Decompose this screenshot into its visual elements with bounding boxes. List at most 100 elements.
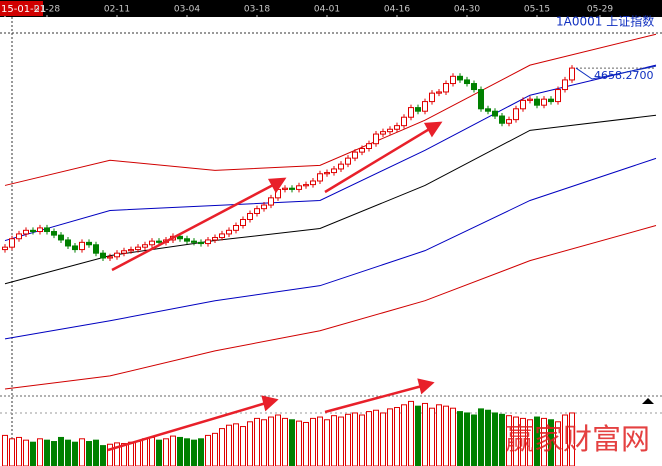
band-line [4,157,657,340]
candle-body [282,187,288,190]
volume-bar [527,419,533,466]
volume-bar [450,407,456,466]
volume-bar [296,420,302,466]
candle-body [30,229,36,233]
trend-arrows [107,121,443,452]
candle-body [16,233,22,240]
volume-bar [9,438,15,466]
volume-bar [499,413,505,466]
candle-body [436,91,442,94]
candle-body [464,79,470,85]
volume-bar [324,419,330,466]
candle-body [373,133,379,145]
candle-body [2,246,8,251]
volume-bar [72,441,78,466]
candle-body [233,225,239,231]
x-tick-label: 05-15 [524,5,550,15]
x-tick-label: 02-11 [104,5,130,15]
candle-body [114,252,120,258]
candle-body [9,238,15,248]
volume-bar [142,438,148,466]
volume-bar [44,439,50,466]
x-tick-label: 04-30 [454,5,480,15]
volume-bar [184,438,190,466]
chart-title: 1A0001 上证指数 [556,14,654,29]
candle-body [548,98,554,103]
volume-bar [317,416,323,466]
candle-body [240,218,246,227]
volume-bar [457,411,463,466]
volume-bar [58,436,64,466]
volume-bar [310,417,316,466]
candle-body [128,249,134,252]
candle-body [401,116,407,127]
volume-bar [548,419,554,466]
candle-body [37,227,43,233]
volume-bar [464,412,470,466]
volume-bar [2,434,8,466]
candle-body [387,128,393,133]
volume-bar [65,439,71,466]
volume-bar [114,442,120,466]
candle-body [359,148,365,153]
candle-body [296,185,302,190]
candle-body [219,233,225,239]
volume-bar [226,424,232,466]
volume-bar [492,412,498,466]
volume-bar [170,435,176,466]
volume-bar [107,443,113,466]
candle-body [310,180,316,186]
volume-bar [93,439,99,466]
volume-bar [443,405,449,466]
candle-body [184,238,190,242]
start-date-box [0,1,43,16]
x-tick-label: 04-01 [314,5,340,15]
volume-bar [331,415,337,466]
candle-body [303,184,309,187]
candle-body [142,244,148,248]
candle-body [443,83,449,93]
candle-body [268,197,274,206]
volume-bar [212,432,218,466]
x-tick-label: 04-16 [384,5,410,15]
volume-bar [429,407,435,466]
volume-bar [436,404,442,466]
candle-body [44,227,50,233]
volume-bar [394,407,400,466]
candle-body [177,235,183,240]
x-tick-label: 01-28 [34,5,60,15]
volume-bar [422,402,428,466]
last-value-label: 4658.2700 [594,69,654,82]
x-tick-label: 15-01-21 [1,4,46,15]
candle-body [478,89,484,110]
band-line [4,64,657,242]
volume-bar [51,441,57,466]
volume-bar [485,409,491,466]
candle-body [254,208,260,214]
candle-body [352,151,358,159]
candle-body [86,241,92,246]
band-line [4,225,657,390]
volume-bar [303,421,309,466]
band-line [4,33,657,186]
x-tick-label: 05-29 [587,5,613,15]
volume-bar [191,439,197,466]
volume-bar [254,417,260,466]
candle-body [58,234,64,241]
candle-body [226,229,232,235]
volume-bar [86,441,92,466]
candle-body [51,231,57,236]
candle-body [93,244,99,254]
volume-bar [219,428,225,466]
volume-bar [373,409,379,466]
candle-body [23,229,29,235]
volume-bar [233,423,239,466]
x-tick-label: 03-04 [174,5,200,15]
volume-bar [37,438,43,466]
volume-bar [163,438,169,466]
volume-bar [247,421,253,466]
volume-bar [275,414,281,466]
volume-bar [380,412,386,466]
candle-body [562,79,568,91]
